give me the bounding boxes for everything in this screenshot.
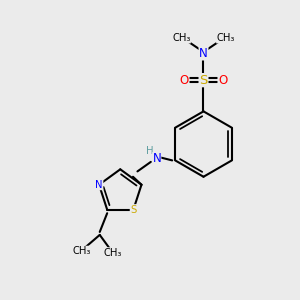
Text: H: H (146, 146, 153, 157)
Text: S: S (199, 74, 208, 87)
Text: O: O (180, 74, 189, 87)
Text: N: N (95, 180, 103, 190)
Text: CH₃: CH₃ (73, 246, 91, 256)
Text: CH₃: CH₃ (104, 248, 122, 258)
Text: N: N (152, 152, 161, 165)
Text: S: S (130, 205, 136, 214)
Text: CH₃: CH₃ (172, 33, 190, 43)
Text: O: O (218, 74, 227, 87)
Text: CH₃: CH₃ (217, 33, 235, 43)
Text: N: N (199, 47, 208, 60)
